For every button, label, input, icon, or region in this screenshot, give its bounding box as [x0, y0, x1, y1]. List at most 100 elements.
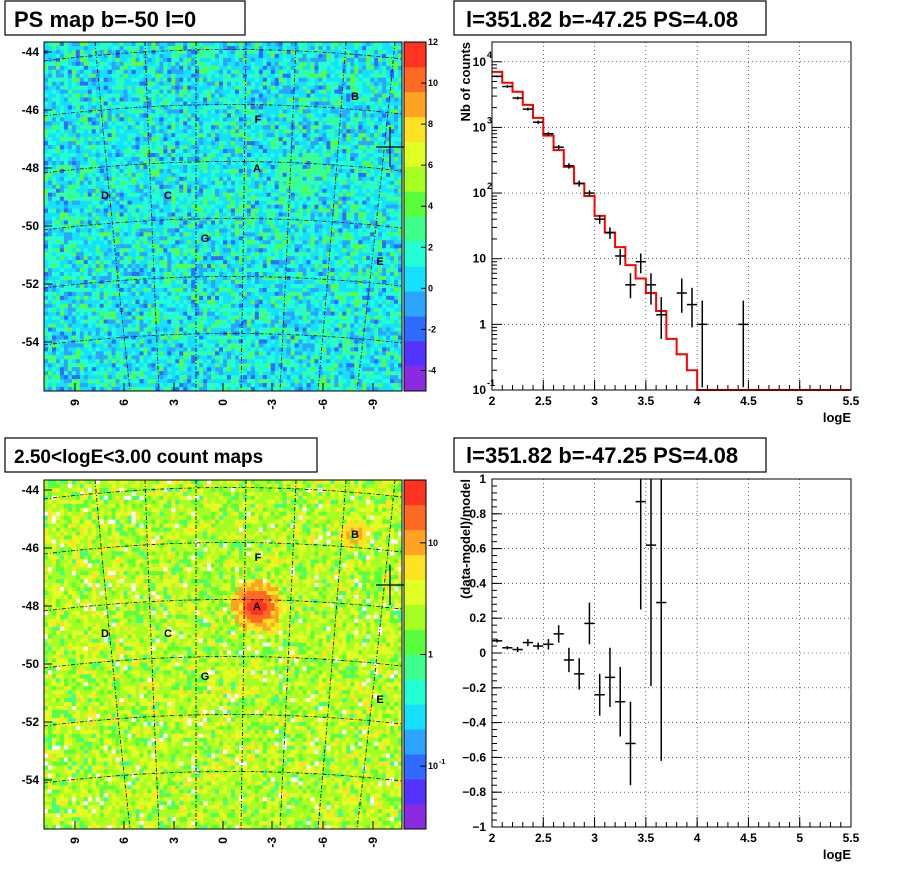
map-cell: [163, 240, 168, 245]
map-cell: [219, 299, 224, 304]
map-cell: [223, 240, 228, 245]
map-cell: [282, 287, 287, 293]
map-cell: [246, 268, 252, 273]
map-cell: [362, 279, 367, 285]
map-cell: [306, 160, 311, 166]
map-cell: [370, 113, 375, 118]
map-cell: [314, 145, 319, 150]
map-cell: [67, 69, 73, 74]
map-cell: [254, 319, 259, 324]
map-cell: [79, 367, 84, 372]
map-cell: [246, 101, 252, 106]
map-cell: [51, 196, 57, 201]
map-cell: [382, 137, 387, 142]
map-cell: [262, 73, 267, 78]
map-cell: [298, 315, 303, 320]
map-cell: [215, 363, 220, 368]
map-cell: [47, 355, 53, 360]
map-cell: [223, 149, 228, 154]
map-cell: [370, 101, 375, 106]
map-cell: [278, 319, 283, 324]
map-cell: [274, 73, 279, 78]
map-cell: [95, 295, 100, 300]
map-cell: [67, 275, 73, 281]
map-cell: [386, 252, 391, 257]
map-cell: [159, 200, 164, 205]
map-cell: [330, 307, 335, 312]
map-cell: [215, 65, 220, 70]
map-cell: [370, 196, 375, 201]
map-cell: [147, 121, 152, 126]
map-cell: [115, 355, 120, 360]
map-cell: [378, 42, 383, 47]
map-cell: [175, 228, 180, 233]
map-cell: [378, 367, 383, 372]
map-cell: [274, 61, 279, 66]
ps-map-panel: PS map b=-50 l=0 ABCDEFG-44-46-48-50-52-…: [4, 0, 438, 410]
map-cell: [390, 89, 395, 94]
map-cell: [258, 42, 263, 47]
map-cell: [290, 311, 295, 316]
map-cell: [326, 53, 331, 59]
map-cell: [55, 272, 61, 277]
map-cell: [123, 367, 128, 372]
map-cell: [314, 307, 319, 312]
map-cell: [95, 216, 100, 221]
map-cell: [250, 89, 256, 94]
map-cell: [55, 363, 61, 368]
map-cell: [350, 343, 355, 348]
map-cell: [362, 347, 367, 352]
map-cell: [362, 307, 367, 312]
map-cell: [386, 244, 391, 249]
map-cell: [230, 335, 236, 340]
map-cell: [191, 176, 196, 182]
map-cell: [211, 351, 216, 356]
map-cell: [47, 164, 53, 170]
map-cell: [350, 53, 355, 59]
map-cell: [306, 275, 311, 281]
map-cell: [163, 89, 168, 94]
map-cell: [75, 220, 80, 225]
map-cell: [242, 81, 248, 86]
map-cell: [298, 73, 303, 78]
map-cell: [51, 157, 57, 162]
map-cell: [266, 319, 271, 324]
map-cell: [282, 240, 287, 245]
map-cell: [370, 359, 375, 364]
map-cell: [211, 105, 216, 110]
map-cell: [147, 359, 152, 364]
map-cell: [147, 315, 152, 320]
map-cell: [119, 212, 124, 217]
map-cell: [87, 240, 92, 245]
map-cell: [310, 371, 315, 376]
map-cell: [230, 168, 236, 174]
map-cell: [59, 57, 65, 63]
map-cell: [242, 240, 248, 245]
map-cell: [159, 184, 164, 189]
map-cell: [175, 327, 180, 332]
map-cell: [67, 287, 73, 293]
map-cell: [107, 121, 112, 126]
map-cell: [127, 160, 132, 166]
map-cell: [143, 216, 148, 221]
map-cell: [103, 232, 108, 237]
map-cell: [246, 287, 252, 293]
map-cell: [91, 145, 96, 150]
map-cell: [99, 121, 104, 126]
map-cell: [310, 137, 315, 142]
map-cell: [382, 89, 387, 94]
map-cell: [51, 307, 57, 312]
map-cell: [274, 172, 279, 178]
map-cell: [183, 220, 188, 225]
map-cell: [270, 299, 275, 304]
map-cell: [135, 371, 140, 376]
map-cell: [310, 244, 315, 249]
map-cell: [131, 57, 136, 63]
map-cell: [67, 371, 73, 376]
map-cell: [95, 268, 100, 273]
map-cell: [238, 260, 244, 265]
map-cell: [171, 224, 176, 229]
map-cell: [143, 287, 148, 293]
map-cell: [147, 220, 152, 225]
map-cell: [226, 105, 232, 110]
